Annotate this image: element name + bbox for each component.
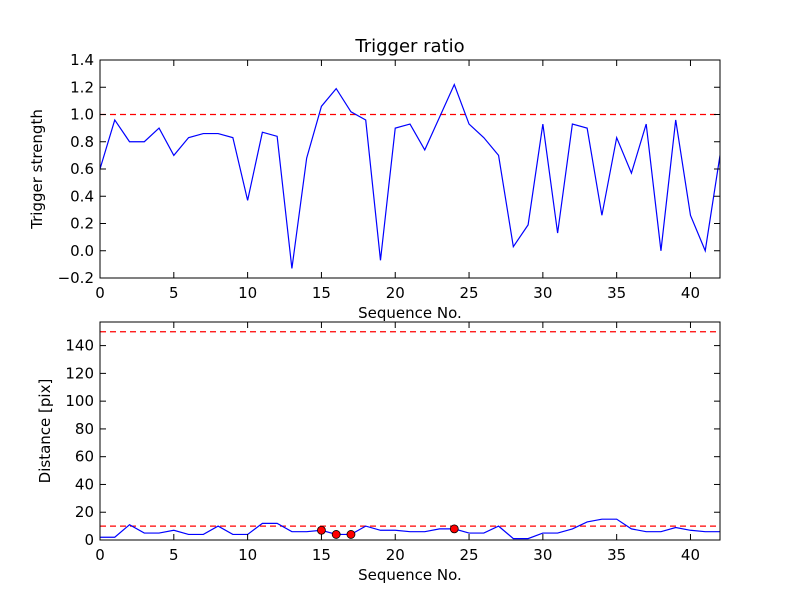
x-tick-label: 5 (169, 284, 179, 302)
x-tick-label: 40 (681, 284, 700, 302)
y-tick-label: 1.0 (70, 106, 94, 124)
x-tick-label: 30 (533, 546, 552, 564)
y-tick-label: 140 (65, 337, 94, 355)
x-tick-label: 25 (460, 546, 479, 564)
y-tick-label: 60 (75, 448, 94, 466)
y-axis-label: Distance [pix] (36, 379, 54, 484)
x-tick-label: 20 (386, 284, 405, 302)
highlight-point (331, 530, 341, 539)
y-tick-label: 0.0 (70, 242, 94, 260)
series-line (100, 518, 720, 540)
y-tick-label: 80 (75, 420, 94, 438)
y-tick-label: 100 (65, 392, 94, 410)
x-tick-label: 15 (312, 284, 331, 302)
y-tick-label: 0.6 (70, 160, 94, 178)
y-tick-label: 0 (84, 531, 94, 549)
series-line (100, 82, 720, 269)
x-tick-label: 35 (607, 546, 626, 564)
y-tick-label: −0.2 (58, 269, 94, 287)
y-tick-label: 120 (65, 364, 94, 382)
x-axis-label: Sequence No. (358, 304, 462, 322)
distance-chart: 0 5 10 15 20 25 30 35 40 0 20 40 60 80 100 120 140 Sequen… (36, 321, 721, 584)
x-tick-label: 5 (169, 546, 179, 564)
y-tick-label: 0.4 (70, 187, 94, 205)
y-tick-label: 40 (75, 475, 94, 493)
chart-title: Trigger ratio (354, 36, 464, 57)
y-tick-label: 0.2 (70, 215, 94, 233)
y-tick-label: 1.4 (70, 51, 94, 69)
y-axis-label: Trigger strength (28, 109, 46, 230)
x-tick-label: 40 (681, 546, 700, 564)
highlight-point (346, 530, 356, 539)
x-tick-label: 0 (95, 546, 105, 564)
y-tick-label: 0.8 (70, 133, 94, 151)
highlight-point (317, 525, 326, 535)
highlight-point (449, 524, 459, 534)
x-axis-label: Sequence No. (358, 566, 462, 584)
trigger-ratio-chart: Trigger ratio 0 5 10 15 20 25 30 35 40 −0.2 0.0 0.2 0… (28, 36, 721, 322)
x-tick-label: 15 (312, 546, 331, 564)
x-tick-label: 20 (386, 546, 405, 564)
x-tick-label: 10 (238, 546, 257, 564)
x-tick-label: 10 (238, 284, 257, 302)
x-tick-label: 0 (95, 284, 105, 302)
x-tick-label: 30 (533, 284, 552, 302)
y-tick-label: 20 (75, 503, 94, 521)
x-tick-label: 25 (460, 284, 479, 302)
y-tick-label: 1.2 (70, 78, 94, 96)
axes-frame (99, 321, 721, 541)
x-tick-label: 35 (607, 284, 626, 302)
